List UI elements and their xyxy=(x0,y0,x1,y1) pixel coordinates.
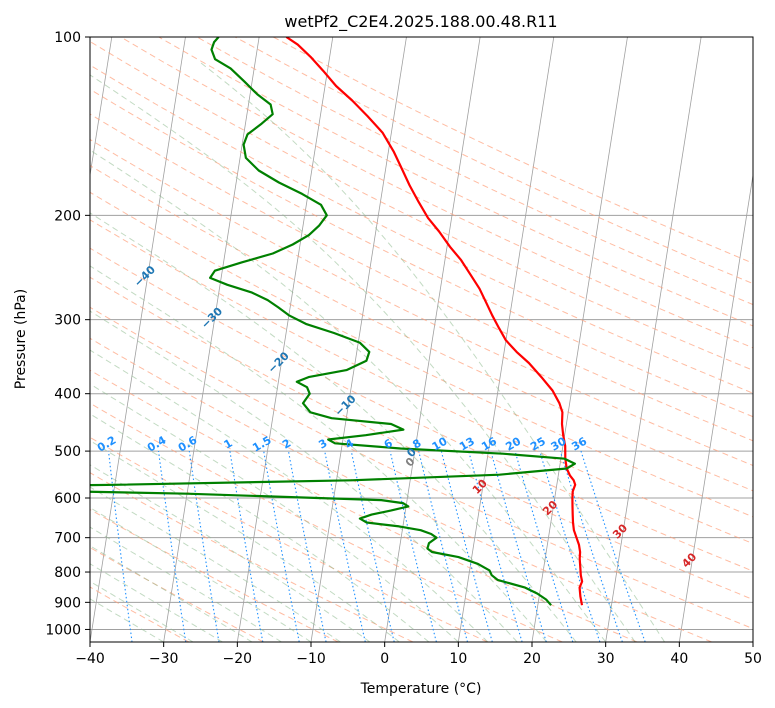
x-tick-label: 50 xyxy=(744,651,762,667)
x-tick-label: 30 xyxy=(597,651,615,667)
x-tick-label: 20 xyxy=(523,651,541,667)
y-tick-label: 1000 xyxy=(45,622,81,638)
y-tick-label: 300 xyxy=(54,313,81,329)
y-tick-label: 800 xyxy=(54,565,81,581)
y-tick-label: 600 xyxy=(54,491,81,507)
x-tick-label: 40 xyxy=(670,651,688,667)
x-axis-title: Temperature (°C) xyxy=(360,681,482,697)
chart-title: wetPf2_C2E4.2025.188.00.48.R11 xyxy=(284,12,557,32)
y-axis-title: Pressure (hPa) xyxy=(13,289,29,389)
x-tick-label: 10 xyxy=(449,651,467,667)
x-tick-label: −30 xyxy=(149,651,179,667)
y-tick-label: 700 xyxy=(54,531,81,547)
y-tick-label: 100 xyxy=(54,30,81,46)
x-tick-label: 0 xyxy=(380,651,389,667)
x-tick-label: −40 xyxy=(75,651,105,667)
y-tick-label: 400 xyxy=(54,387,81,403)
x-tick-label: −20 xyxy=(223,651,253,667)
y-tick-label: 200 xyxy=(54,208,81,224)
y-tick-label: 500 xyxy=(54,444,81,460)
y-tick-label: 900 xyxy=(54,595,81,611)
x-tick-label: −10 xyxy=(296,651,326,667)
